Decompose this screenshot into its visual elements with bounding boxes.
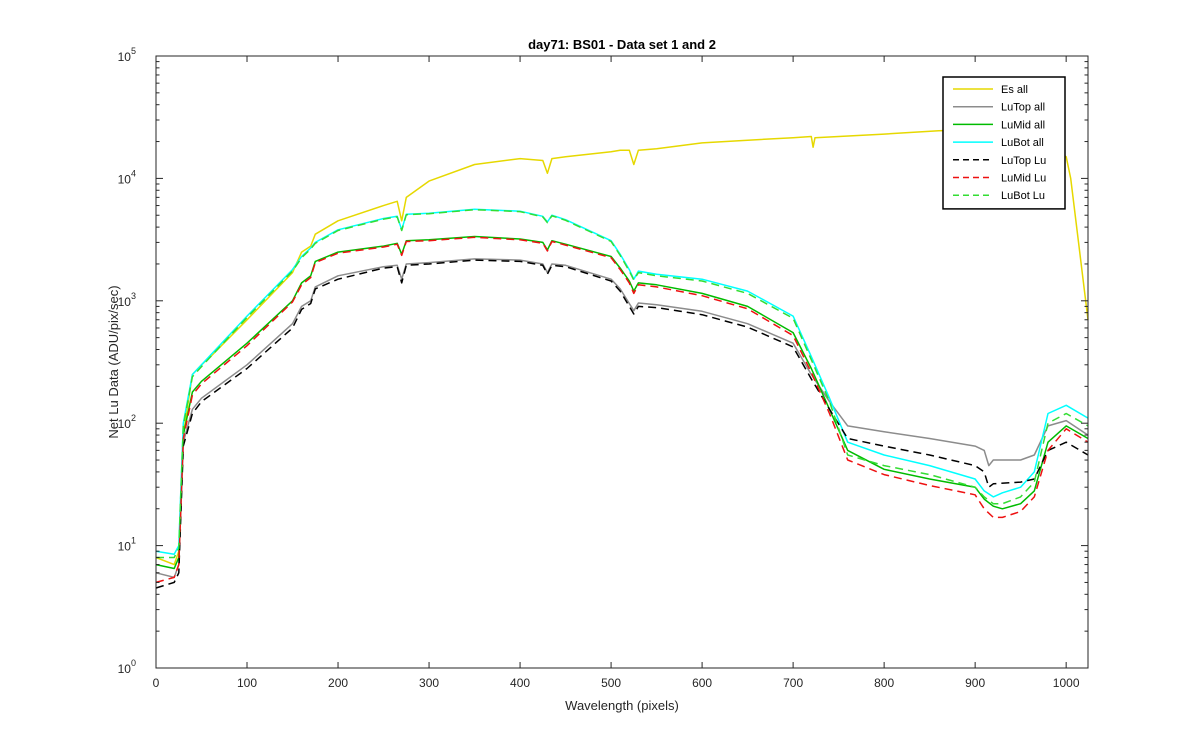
x-tick-label-2: 200 — [328, 676, 348, 690]
y-axis-label: Net Lu Data (ADU/pix/sec) — [106, 285, 121, 438]
series-line-6 — [156, 208, 1089, 559]
x-tick-label-10: 1000 — [1053, 676, 1080, 690]
legend-label-0: Es all — [1001, 84, 1028, 96]
plot-area — [156, 56, 1088, 668]
series-line-1 — [155, 258, 1089, 579]
legend-box — [942, 76, 1066, 210]
x-tick-label-8: 800 — [874, 676, 894, 690]
y-tick-label-4: 104 — [118, 168, 136, 186]
plot-frame — [155, 55, 1089, 669]
legend: Es all LuTop all LuMid all LuBot all LuTop L… — [942, 76, 1066, 210]
x-tick-label-4: 400 — [510, 676, 530, 690]
legend-label-1: LuTop all — [1001, 102, 1045, 114]
chart-title: day71: BS01 - Data set 1 and 2 — [528, 37, 716, 52]
series-layer — [155, 127, 1089, 589]
legend-label-6: LuBot Lu — [1001, 190, 1045, 202]
y-axis-ticks: 100 101 102 103 104 105 — [118, 46, 1088, 676]
series-line-4 — [155, 259, 1089, 589]
series-line-5 — [155, 236, 1089, 584]
legend-label-5: LuMid Lu — [1001, 173, 1046, 185]
legend-label-4: LuTop Lu — [1001, 155, 1046, 167]
x-tick-label-9: 900 — [965, 676, 985, 690]
x-axis-label: Wavelength (pixels) — [565, 698, 679, 713]
y-tick-label-0: 100 — [118, 658, 136, 676]
y-tick-label-2: 102 — [118, 413, 136, 431]
series-line-0 — [155, 127, 1089, 566]
y-tick-label-3: 103 — [118, 291, 136, 309]
y-tick-label-5: 105 — [118, 46, 136, 64]
x-tick-label-7: 700 — [783, 676, 803, 690]
x-tick-label-1: 100 — [237, 676, 257, 690]
x-tick-label-0: 0 — [153, 676, 160, 690]
legend-label-2: LuMid all — [1001, 119, 1045, 131]
x-axis-ticks: 0 100 200 300 400 500 600 700 800 900 1000 — [153, 56, 1080, 690]
x-tick-label-3: 300 — [419, 676, 439, 690]
legend-label-3: LuBot all — [1001, 137, 1044, 149]
x-tick-label-6: 600 — [692, 676, 712, 690]
x-tick-label-5: 500 — [601, 676, 621, 690]
y-tick-label-1: 101 — [118, 536, 136, 554]
